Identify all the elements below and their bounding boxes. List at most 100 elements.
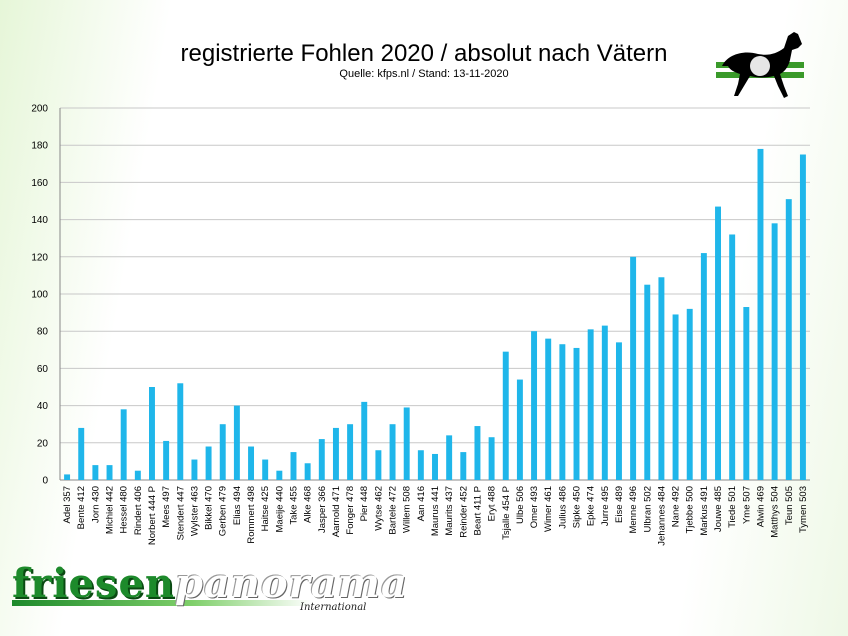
bar: [120, 409, 127, 480]
x-tick-label: Maurus 441: [430, 486, 441, 536]
x-tick-label: Fonger 478: [345, 486, 356, 535]
x-tick-label: Wylster 463: [189, 486, 200, 536]
x-tick-label: Tiede 501: [727, 486, 738, 528]
x-tick-label: Rindert 406: [133, 486, 144, 535]
x-tick-label: Omer 493: [529, 486, 540, 528]
x-tick-label: Bartele 472: [388, 486, 399, 535]
bar: [799, 154, 806, 480]
x-tick-label: Jehannes 484: [656, 486, 667, 546]
bar: [474, 426, 481, 480]
y-tick-label: 80: [37, 327, 49, 338]
x-tick-label: Bente 412: [76, 486, 87, 529]
x-tick-label: Alke 468: [303, 486, 314, 523]
y-tick-label: 100: [31, 290, 48, 301]
bar: [134, 470, 141, 480]
y-tick-label: 120: [31, 252, 48, 263]
x-tick-label: Jouwe 485: [713, 486, 724, 532]
x-tick-label: Aarnold 471: [331, 486, 342, 537]
bar: [304, 463, 311, 480]
bar: [601, 325, 608, 480]
x-tick-label: Julius 486: [557, 486, 568, 529]
bar: [163, 440, 170, 480]
y-tick-label: 140: [31, 215, 48, 226]
bar: [644, 284, 651, 480]
bar: [347, 424, 354, 480]
x-tick-label: Jasper 366: [317, 486, 328, 533]
bar: [106, 465, 113, 480]
x-tick-label: Stendert 447: [175, 486, 186, 540]
x-tick-label: Willem 508: [402, 486, 413, 533]
x-tick-label: Jorn 430: [90, 486, 101, 523]
x-tick-label: Ulbe 506: [515, 486, 526, 524]
x-tick-label: Rommert 498: [246, 486, 257, 544]
y-axis-ticks: 0 20 40 60 80 100 120 140 160 180 200: [31, 104, 48, 487]
bar: [531, 331, 538, 480]
bar: [502, 351, 509, 480]
chart-subtitle: Quelle: kfps.nl / Stand: 13-11-2020: [339, 68, 509, 80]
bar: [262, 459, 269, 480]
x-tick-label: Maeije 440: [274, 486, 285, 532]
y-tick-label: 180: [31, 141, 48, 152]
y-tick-label: 160: [31, 178, 48, 189]
x-tick-label: Nane 492: [671, 486, 682, 527]
bar: [191, 459, 198, 480]
x-tick-label: Jurre 495: [600, 486, 611, 526]
bar: [686, 308, 693, 480]
bar: [276, 470, 283, 480]
x-tick-label: Bikkel 470: [204, 486, 215, 530]
bar: [460, 452, 467, 480]
bar: [149, 387, 155, 480]
x-tick-label: Mees 497: [161, 486, 172, 528]
logo-underline: [12, 600, 312, 606]
bar: [205, 446, 212, 480]
bar: [64, 474, 71, 480]
x-tick-label: Elias 494: [232, 486, 243, 525]
y-tick-label: 20: [37, 438, 49, 449]
chart-title: registrierte Fohlen 2020 / absolut nach …: [180, 40, 668, 67]
bar: [615, 342, 622, 480]
bar: [92, 465, 99, 480]
bar: [389, 424, 396, 480]
x-tick-label: Wimer 461: [543, 486, 554, 532]
bar: [375, 450, 382, 480]
x-tick-label: Reinder 452: [458, 486, 469, 538]
bar: [417, 450, 424, 480]
x-tick-label: Adel 357: [62, 486, 73, 524]
bar: [658, 277, 665, 480]
x-tick-label: Tsjalle 454 P: [501, 486, 512, 540]
y-tick-label: 200: [31, 104, 48, 115]
bar: [248, 446, 255, 480]
bar: [743, 307, 750, 480]
x-tick-label: Sipke 450: [572, 486, 583, 528]
bar: [672, 314, 679, 480]
logo-word-friesen: friesen: [12, 560, 175, 607]
x-tick-label: Markus 491: [699, 486, 710, 536]
bar: [630, 256, 637, 480]
bar: [757, 148, 764, 481]
gridlines: [59, 107, 810, 481]
x-tick-label: Norbert 444 P: [147, 486, 158, 545]
bar: [219, 424, 226, 480]
bar: [715, 206, 721, 480]
bar: [361, 401, 368, 480]
x-tick-label: Menne 496: [628, 486, 639, 534]
x-tick-label: Alwin 469: [755, 486, 766, 527]
bars: [64, 148, 806, 481]
bar: [432, 453, 438, 480]
bar: [488, 437, 495, 480]
logo-word-panorama: panorama: [174, 560, 408, 607]
bar: [78, 427, 85, 480]
x-tick-label: Wytse 462: [373, 486, 384, 531]
bar: [332, 427, 339, 480]
x-tick-label: Beart 411 P: [472, 486, 483, 535]
y-tick-label: 60: [37, 364, 49, 375]
x-tick-label: Tjebbe 500: [685, 486, 696, 534]
bar: [318, 439, 325, 480]
horse-logo-icon: [716, 32, 804, 98]
y-tick-label: 40: [37, 401, 49, 412]
bar: [516, 379, 523, 480]
bar: [446, 435, 453, 480]
x-tick-label: Haitse 425: [260, 486, 271, 531]
logo-subtitle: International: [300, 602, 367, 613]
